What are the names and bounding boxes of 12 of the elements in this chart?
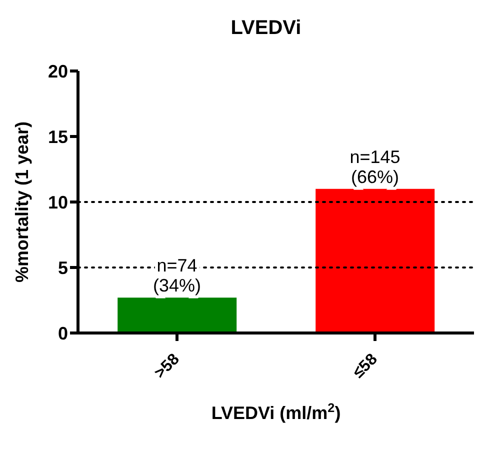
x-tick-label: ≤58: [350, 350, 381, 382]
x-axis-title: LVEDVi (ml/m$^{2}$): [211, 401, 341, 423]
x-tick-label: >58: [152, 350, 183, 382]
annotation: n=74 (34%): [152, 256, 202, 296]
y-tick-label: 10: [48, 192, 68, 212]
y-axis-title: %mortality (1 year): [12, 121, 32, 283]
y-tick-label: 0: [58, 323, 68, 344]
y-tick-label: 20: [48, 61, 68, 82]
annotation: n=145 (66%): [350, 146, 400, 187]
y-tick-label: 5: [58, 258, 68, 278]
chart-title: LVEDVi: [230, 17, 302, 39]
y-tick-label: 15: [48, 126, 68, 147]
